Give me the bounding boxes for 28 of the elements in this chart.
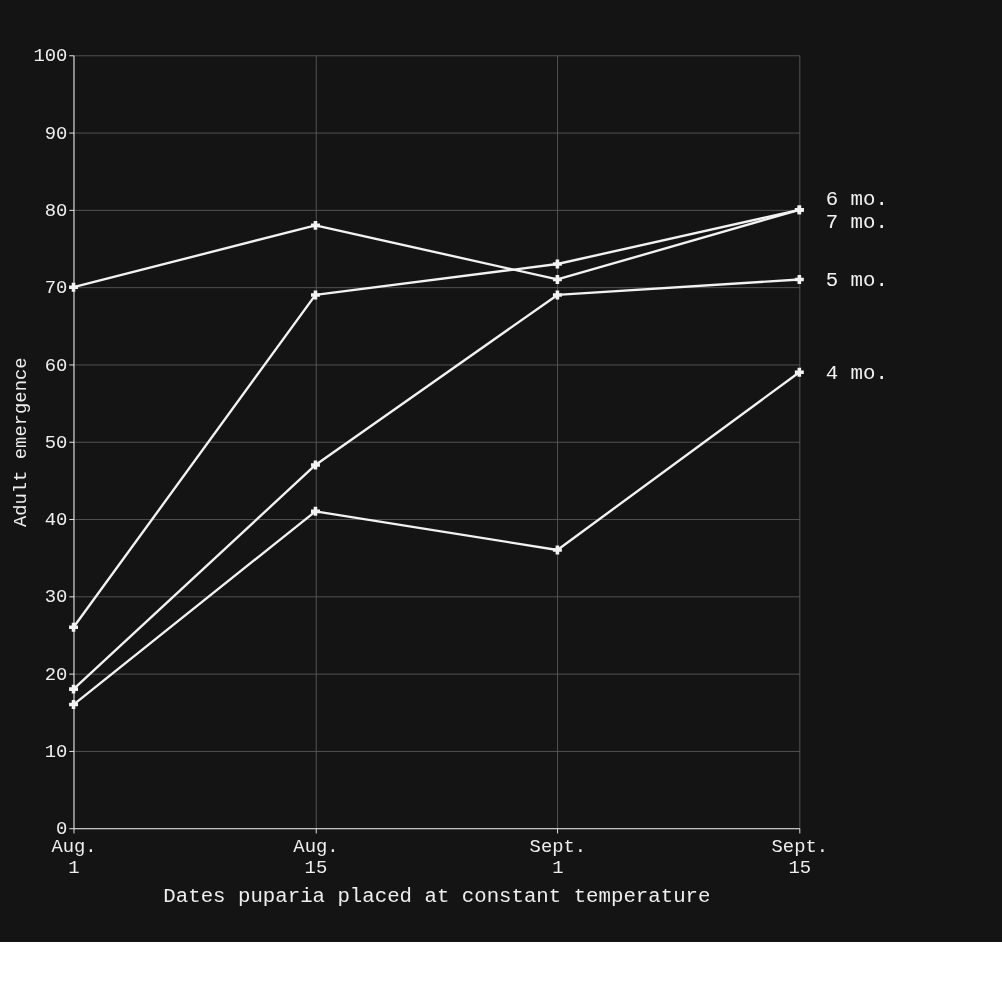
point [552,259,562,269]
point [794,367,804,377]
series-label: 4 mo. [825,361,888,385]
y-tick-label: 40 [44,509,68,532]
y-tick-label: 90 [44,122,68,145]
x-tick-label: Sept. 15 [771,836,829,880]
point [552,290,562,300]
point [310,290,320,300]
point [69,684,78,694]
y-tick-label: 60 [44,354,68,377]
x-axis-title: Dates puparia placed at constant temperature [163,885,711,909]
series-label: 6 mo. [825,188,888,212]
y-tick-label: 100 [33,45,68,68]
y-tick-label: 30 [44,586,68,609]
series-label: 7 mo. [825,210,888,234]
y-tick-label: 10 [44,741,68,764]
y-tick-label: 70 [44,277,68,300]
series-label: 5 mo. [825,269,888,293]
x-tick-label: Aug. 15 [293,836,339,880]
point [69,622,78,632]
y-axis-title: Adult emergence [9,357,32,528]
point [552,545,562,555]
y-tick-label: 80 [44,200,68,223]
x-tick-label: Sept. 1 [529,836,587,880]
y-tick-label: 20 [44,663,68,686]
point [69,282,78,292]
point [310,460,320,470]
y-tick-label: 50 [44,431,68,454]
